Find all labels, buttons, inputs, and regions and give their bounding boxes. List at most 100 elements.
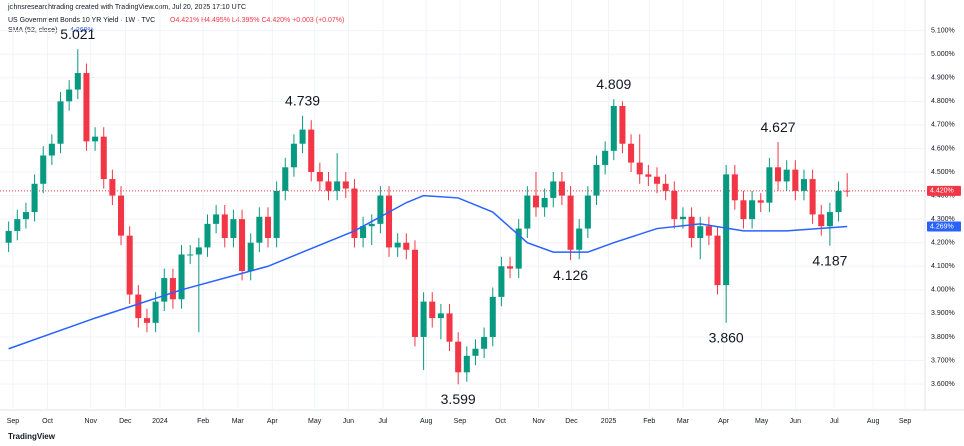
- candle-body: [653, 176, 661, 184]
- x-tick-label: Sep: [454, 418, 467, 425]
- x-tick-label: Sep: [899, 418, 912, 425]
- price-label: 4.269%: [930, 223, 954, 230]
- candle-body: [230, 219, 237, 238]
- y-tick-label: 3.800%: [931, 334, 955, 341]
- candle-body: [429, 301, 436, 319]
- x-tick-label: Aug: [420, 418, 433, 425]
- candle-body: [593, 164, 600, 196]
- candle-body: [109, 179, 116, 196]
- y-tick-label: 3.600%: [931, 381, 955, 388]
- candle-body: [507, 266, 514, 269]
- candle-body: [766, 167, 773, 203]
- candle-body: [5, 230, 12, 243]
- x-tick-label: Sep: [7, 418, 20, 425]
- price-label: 4.420%: [930, 188, 954, 195]
- candle-body: [645, 174, 652, 177]
- y-tick-label: 4.000%: [931, 287, 955, 294]
- x-tick-label: Oct: [42, 418, 53, 425]
- candle-body: [835, 190, 842, 213]
- candle-body: [541, 197, 548, 208]
- candle-body: [498, 266, 505, 297]
- candle-body: [481, 336, 488, 349]
- y-tick-label: 3.700%: [931, 357, 955, 364]
- candle-body: [368, 223, 375, 227]
- candle-body: [169, 278, 176, 300]
- candle-body: [489, 296, 496, 337]
- y-tick-label: 4.200%: [931, 240, 955, 247]
- candle-body: [126, 235, 133, 295]
- candle-body: [844, 190, 851, 192]
- y-tick-label: 5.000%: [931, 51, 955, 58]
- candle-body: [14, 219, 21, 231]
- candle-body: [455, 341, 462, 373]
- y-tick-label: 4.300%: [931, 216, 955, 223]
- x-tick-label: Oct: [495, 418, 506, 425]
- candle-body: [619, 106, 626, 144]
- candle-body: [143, 318, 150, 323]
- candle-body: [662, 183, 669, 191]
- candle-body: [247, 242, 254, 271]
- footer-logo: TradingView: [8, 432, 56, 441]
- x-tick-label: Nov: [532, 418, 545, 425]
- candle-body: [135, 294, 142, 319]
- y-tick-label: 4.500%: [931, 169, 955, 176]
- candle-body: [256, 216, 263, 243]
- candle-body: [636, 162, 643, 175]
- candle-body: [178, 254, 185, 300]
- candle-body: [351, 188, 358, 238]
- candle-body: [273, 190, 280, 238]
- candle-body: [118, 195, 125, 236]
- y-tick-label: 5.100%: [931, 27, 955, 34]
- candle-body: [385, 195, 393, 248]
- annotation: 4.126: [553, 267, 588, 283]
- candle-body: [809, 179, 816, 215]
- candle-body: [749, 200, 756, 220]
- x-tick-label: Aug: [867, 418, 880, 425]
- candle-body: [688, 216, 695, 238]
- x-tick-label: 2025: [601, 418, 617, 425]
- candle-body: [83, 73, 90, 142]
- x-tick-label: Jul: [830, 418, 839, 425]
- candle-body: [420, 301, 427, 337]
- y-tick-label: 4.400%: [931, 192, 955, 199]
- chart-title: US Government Bonds 10 YR Yield · 1W · T…: [8, 17, 155, 24]
- candle-body: [757, 200, 764, 203]
- candle-body: [697, 226, 704, 238]
- candle-body: [221, 214, 228, 238]
- x-tick-label: Jun: [343, 418, 354, 425]
- x-tick-label: Jun: [790, 418, 801, 425]
- candle-body: [264, 216, 272, 238]
- candle-body: [187, 254, 194, 256]
- y-tick-label: 3.900%: [931, 310, 955, 317]
- candle-body: [524, 195, 531, 229]
- candle-body: [316, 172, 323, 182]
- candle-body: [723, 174, 730, 286]
- x-tick-label: Apr: [718, 418, 730, 425]
- candle-body: [576, 228, 583, 250]
- y-tick-label: 4.800%: [931, 98, 955, 105]
- candle-body: [731, 174, 738, 201]
- candle-body: [377, 195, 384, 224]
- candle-body: [74, 73, 81, 90]
- x-tick-label: Feb: [643, 418, 655, 425]
- candle-body: [152, 301, 159, 323]
- candle-body: [800, 179, 807, 191]
- y-tick-label: 4.900%: [931, 75, 955, 82]
- candle-body: [342, 181, 349, 189]
- annotation: 4.739: [285, 92, 320, 108]
- candle-body: [775, 167, 782, 182]
- candle-body: [66, 89, 73, 102]
- x-tick-label: May: [755, 418, 769, 425]
- candle-body: [472, 348, 479, 356]
- candle-body: [818, 214, 825, 227]
- candle-body: [161, 278, 168, 302]
- y-tick-label: 4.100%: [931, 263, 955, 270]
- candle-body: [783, 169, 790, 182]
- candle-body: [437, 313, 444, 319]
- candle-body: [204, 223, 211, 248]
- x-tick-label: Nov: [85, 418, 98, 425]
- x-tick-label: Apr: [267, 418, 279, 425]
- candle-body: [740, 200, 747, 220]
- candle-body: [550, 181, 557, 198]
